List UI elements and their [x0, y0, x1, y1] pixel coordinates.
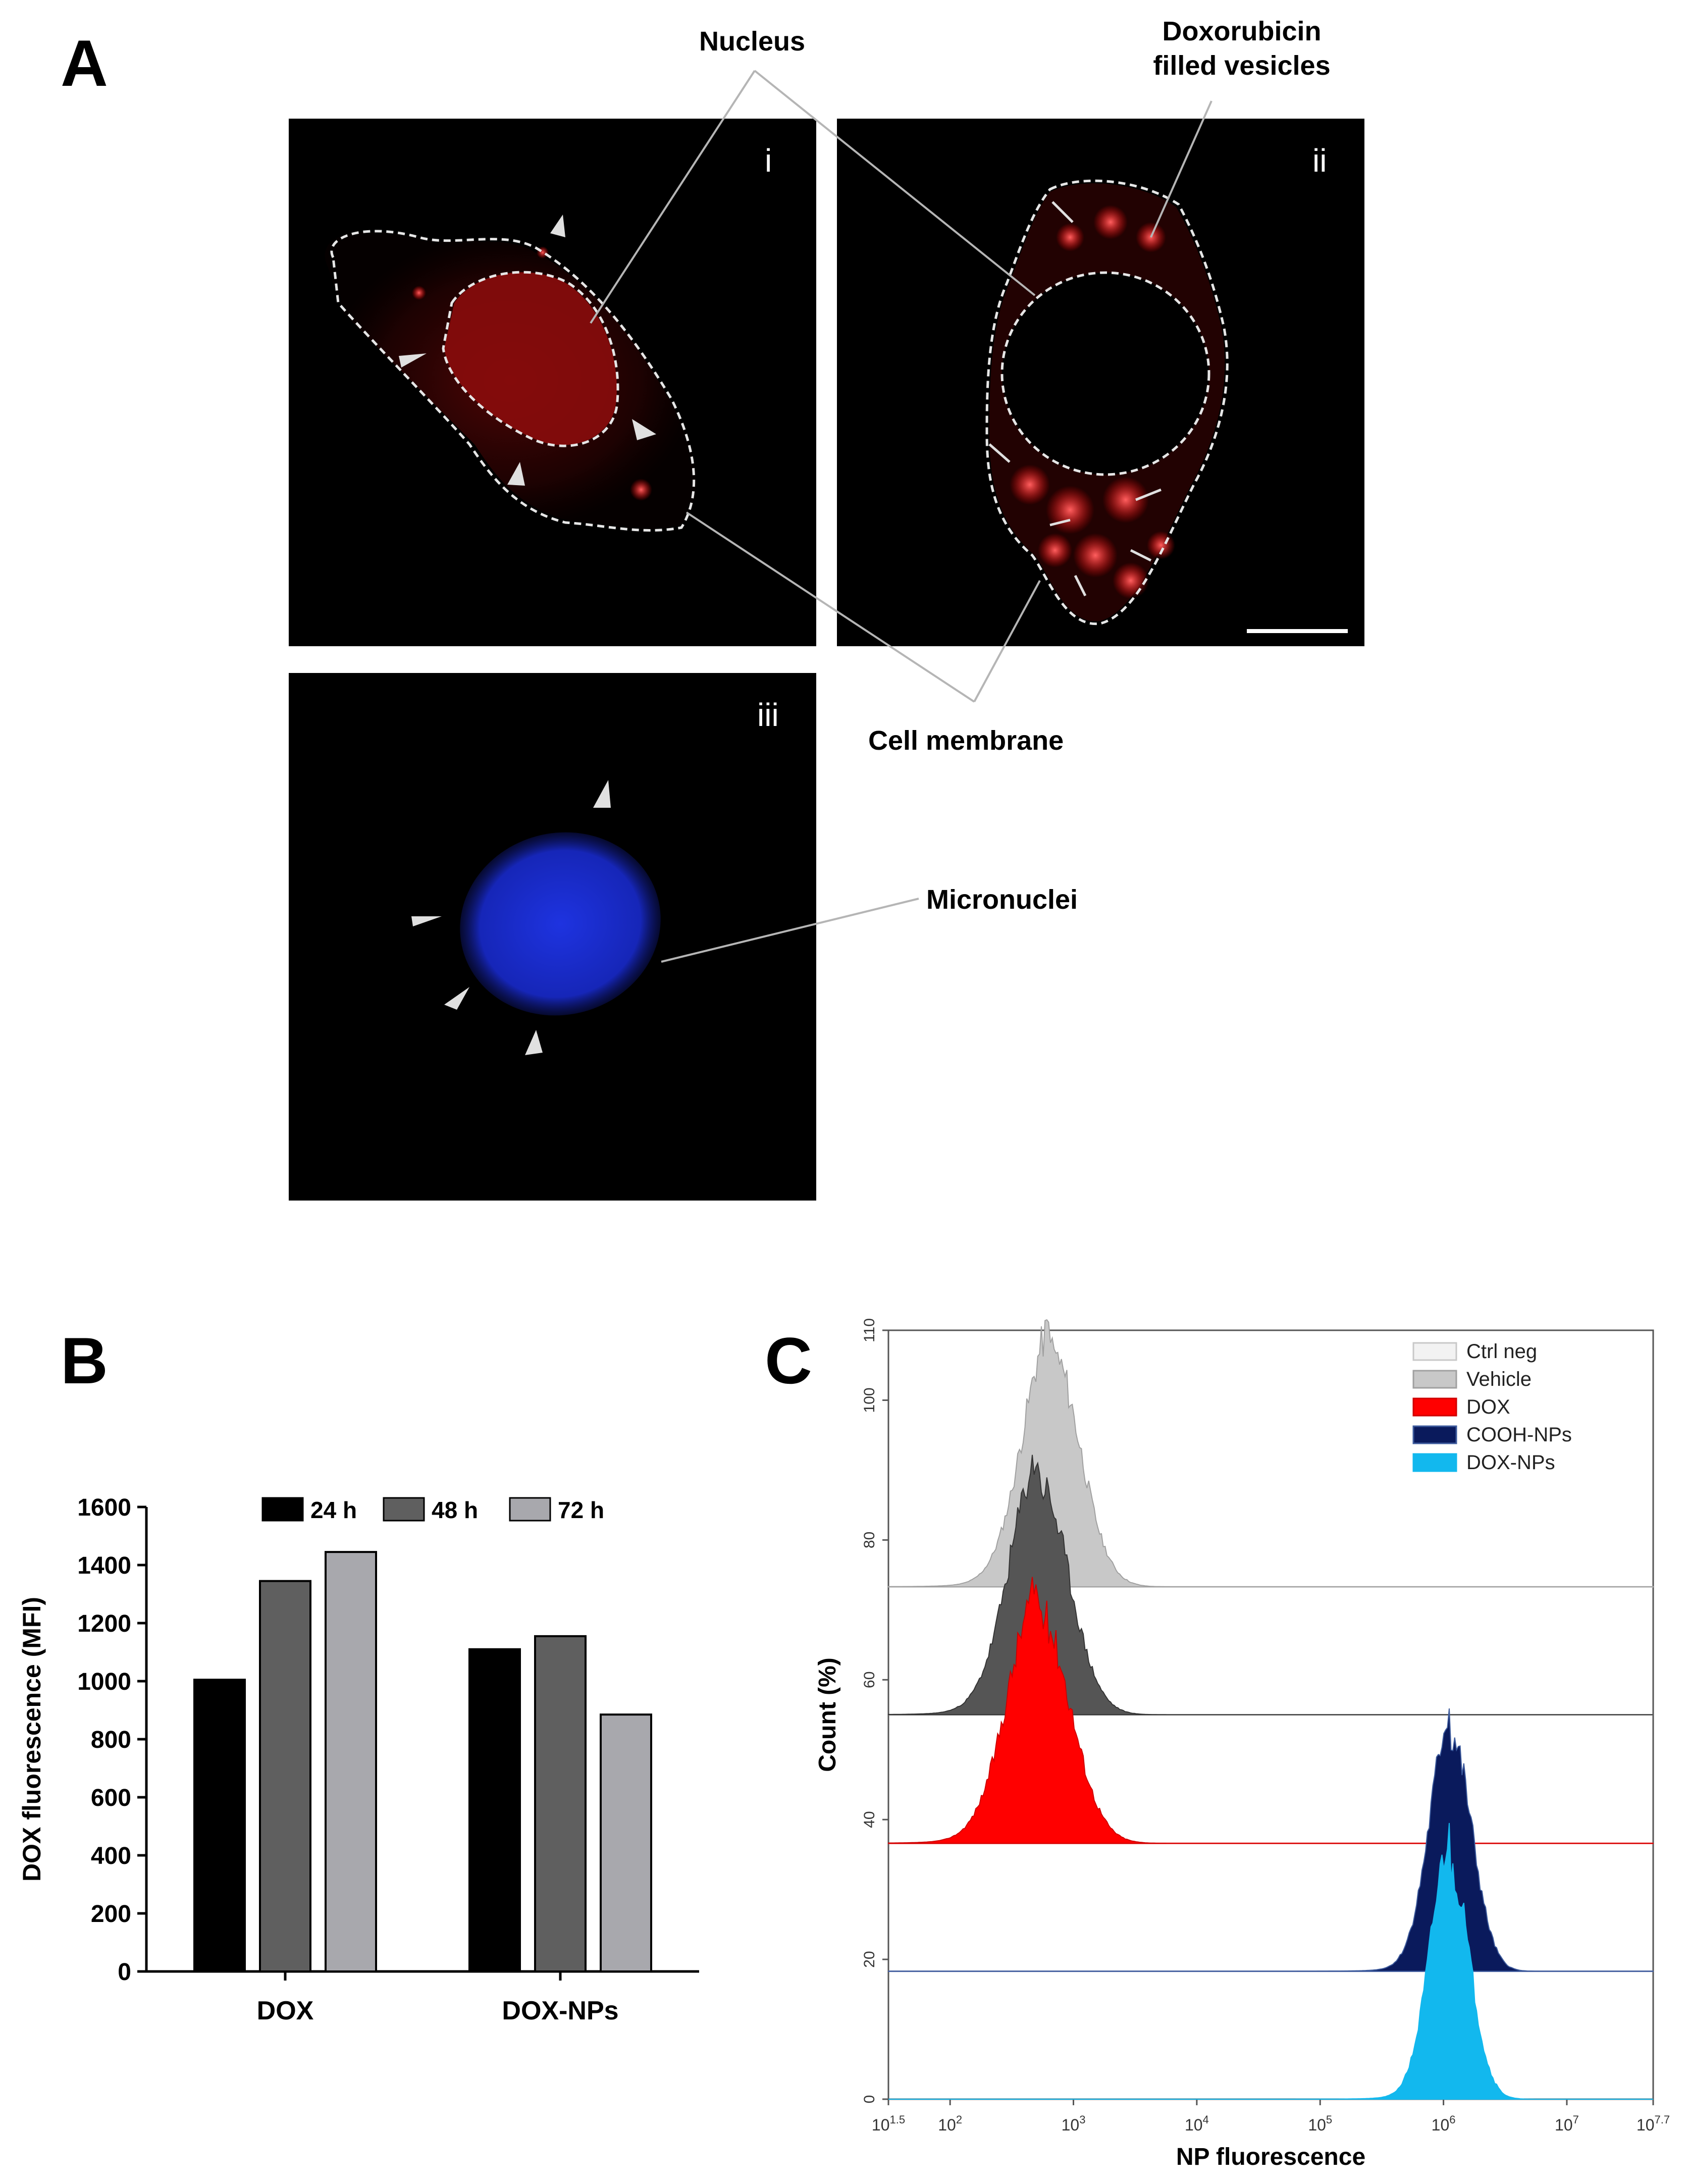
histogram-trace [888, 1454, 1653, 1715]
y-tick-label: 1200 [77, 1610, 131, 1637]
micrograph-iii: iii [289, 673, 816, 1201]
legend-swatch [1412, 1397, 1457, 1417]
callout-vesicles-line1: Doxorubicin [1162, 16, 1321, 46]
y-tick-label: 400 [91, 1843, 131, 1869]
cell-membrane-outline-i [330, 230, 696, 532]
callout-micronuclei: Micronuclei [926, 885, 1078, 915]
bar [534, 1635, 587, 1972]
legend-swatch [383, 1497, 425, 1522]
x-tick-label: 105 [1308, 2113, 1332, 2134]
bar [468, 1648, 521, 1972]
cell-i-nucleus [444, 272, 617, 445]
panel-b-letter: B [61, 1324, 108, 1397]
callout-lines [590, 70, 1212, 963]
legend-label: Ctrl neg [1466, 1340, 1537, 1363]
arrowheads-i [399, 215, 656, 486]
legend-label: 48 h [432, 1497, 478, 1523]
legend-label: DOX-NPs [1466, 1451, 1555, 1474]
legend-swatch [1412, 1453, 1457, 1472]
panel-c-letter: C [765, 1324, 812, 1397]
y-tick-label: 1000 [77, 1669, 131, 1695]
histogram-trace [888, 1823, 1653, 2100]
legend-label: 72 h [558, 1497, 604, 1523]
y-tick-label: 100 [861, 1387, 878, 1413]
vesicle-spot [412, 286, 426, 300]
y-tick-label: 200 [91, 1901, 131, 1928]
histogram-trace [888, 1577, 1654, 1844]
micrograph-iii-label: iii [757, 697, 779, 733]
x-tick-label: 107 [1555, 2113, 1579, 2134]
x-tick-label: 104 [1185, 2113, 1209, 2134]
y-tick-label: 110 [861, 1318, 878, 1342]
x-tick-label: 107.7 [1637, 2113, 1670, 2134]
legend-swatch [1412, 1370, 1457, 1389]
micrograph-ii-label: ii [1312, 142, 1327, 179]
y-tick-label: 20 [861, 1951, 878, 1967]
panel-b: B 0 200 400 600 800 1000 1200 1400 1600 DOX fluor… [18, 1324, 699, 2025]
y-tick-label: 1400 [77, 1552, 131, 1579]
panel-a: A i [61, 16, 1364, 1201]
histogram-trace [888, 1319, 1654, 1588]
bar [193, 1679, 246, 1972]
legend-swatch [1412, 1342, 1457, 1361]
legend-label: Vehicle [1466, 1368, 1532, 1390]
histogram-chart: 0 20 40 60 80 100 110 Count (%) 101.5 102 103 104 10… [814, 1318, 1670, 2170]
legend-swatch [1412, 1425, 1457, 1444]
legend-label: 24 h [310, 1497, 357, 1523]
legend-swatch [509, 1497, 551, 1522]
legend-label: COOH-NPs [1466, 1424, 1572, 1446]
dapi-nucleus [460, 832, 661, 1016]
vesicle-spot [630, 479, 652, 501]
y-tick-label: 1600 [77, 1494, 131, 1521]
y-tick-label: 0 [861, 2095, 878, 2104]
bar [600, 1713, 652, 1972]
y-axis-title: DOX fluorescence (MFI) [18, 1597, 46, 1882]
arrowheads-iii [411, 780, 611, 1055]
arrows-ii [988, 201, 1162, 597]
nucleus-outline-ii [1000, 271, 1210, 476]
callout-nucleus: Nucleus [699, 26, 805, 57]
y-axis-title: Count (%) [814, 1657, 841, 1772]
x-tick-label: DOX-NPs [502, 1996, 618, 2025]
x-axis-title: NP fluorescence [1176, 2144, 1365, 2170]
panel-c: C 0 20 40 60 80 100 110 Count (%) 101.5 102 103 104… [765, 1318, 1670, 2170]
micrograph-i: i [289, 119, 816, 646]
y-tick-label: 40 [861, 1811, 878, 1828]
bar [325, 1551, 377, 1972]
cell-membrane-outline-ii [985, 179, 1229, 626]
histogram-trace [888, 1708, 1654, 1972]
callout-vesicles-line2: filled vesicles [1153, 50, 1330, 81]
legend-label: DOX [1466, 1396, 1510, 1418]
nucleus-outline-i [442, 271, 619, 447]
x-tick-label: 106 [1432, 2113, 1456, 2134]
y-tick-label: 0 [118, 1959, 131, 1986]
micrograph-ii: ii [837, 119, 1364, 646]
x-tick-label: 103 [1062, 2113, 1086, 2134]
y-tick-label: 80 [861, 1532, 878, 1548]
y-tick-label: 600 [91, 1785, 131, 1811]
x-tick-label: DOX [257, 1996, 314, 2025]
bar-chart: 0 200 400 600 800 1000 1200 1400 1600 DOX fluores… [18, 1494, 699, 2025]
micrograph-i-label: i [765, 142, 772, 179]
bar [259, 1580, 311, 1972]
legend-swatch [261, 1497, 304, 1522]
x-tick-label: 102 [938, 2113, 962, 2134]
y-tick-label: 800 [91, 1727, 131, 1753]
x-tick-label: 101.5 [872, 2113, 905, 2134]
callout-cell-membrane: Cell membrane [868, 725, 1064, 756]
y-tick-label: 60 [861, 1672, 878, 1688]
cell-ii-nucleus [1002, 273, 1209, 475]
panel-a-letter: A [61, 26, 108, 100]
